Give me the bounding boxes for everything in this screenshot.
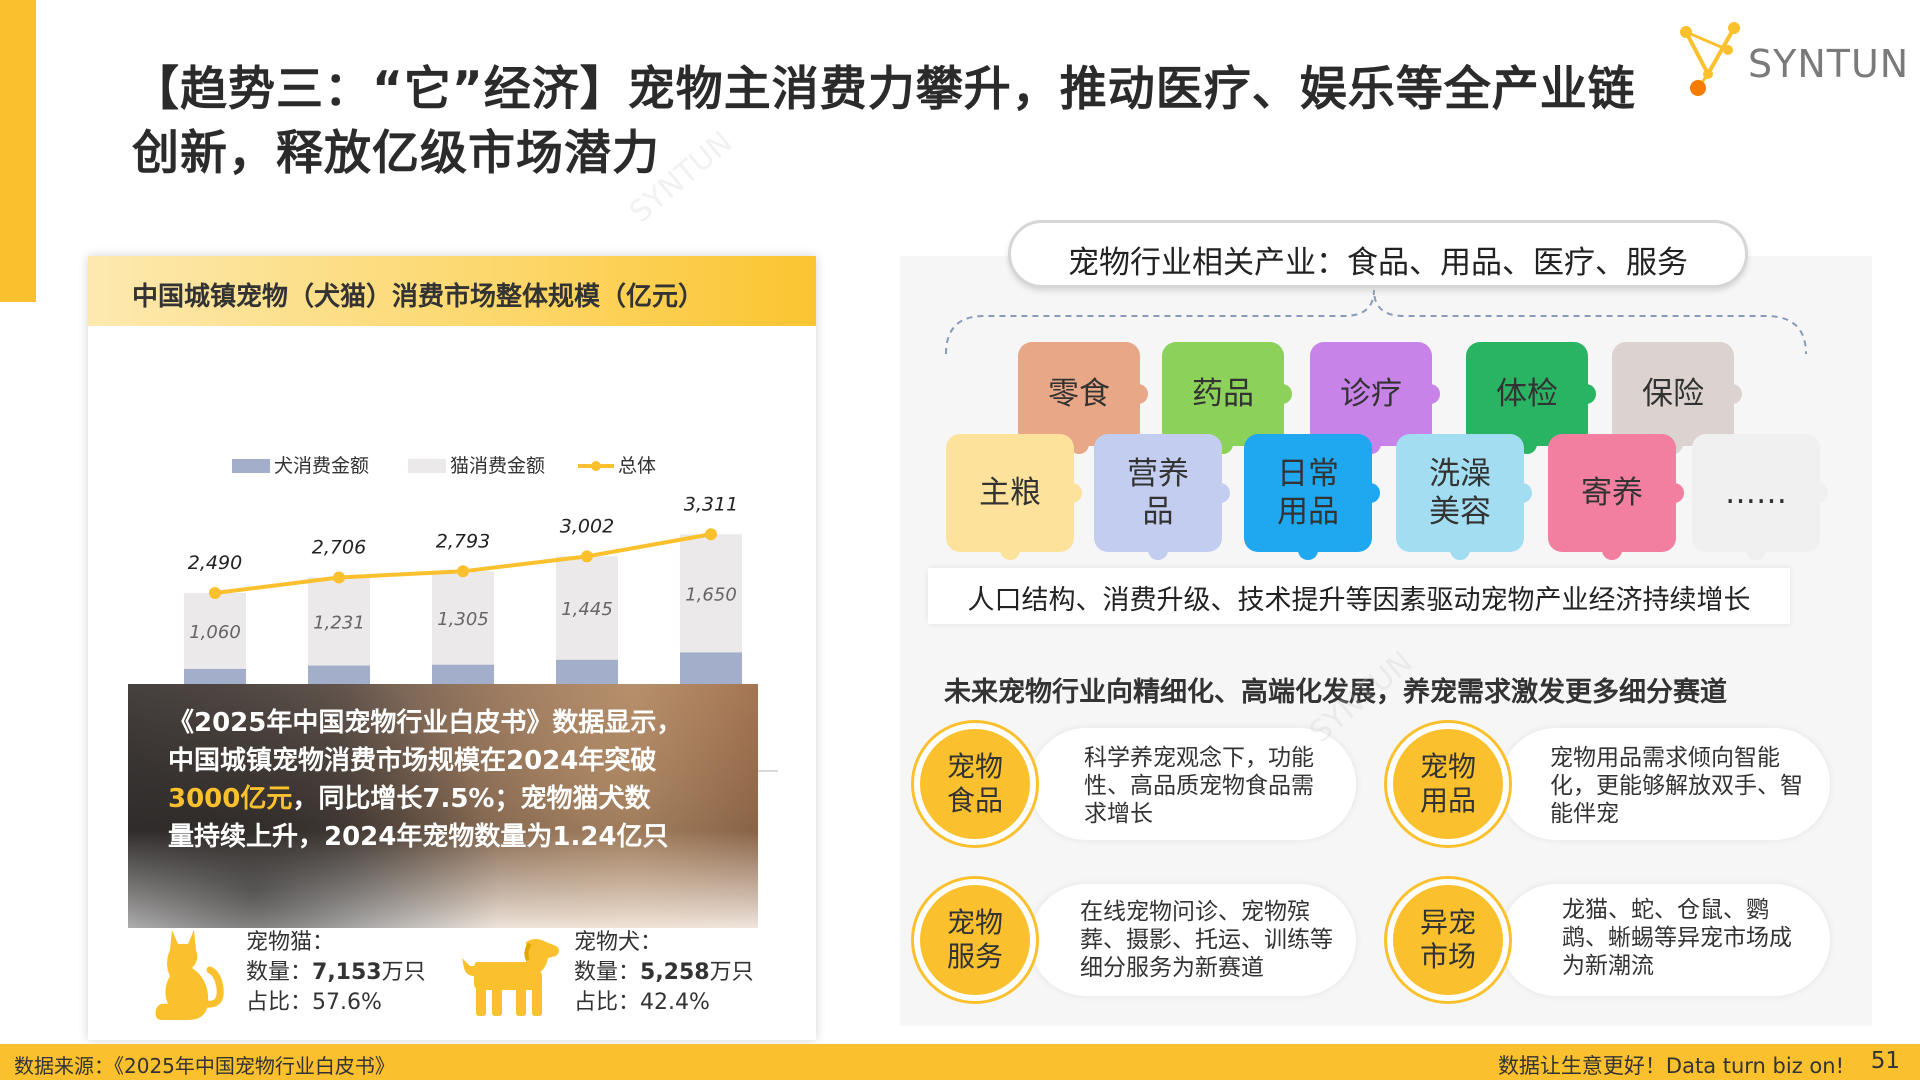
segment-card: [1500, 884, 1830, 996]
pet-photo-box: 《2025年中国宠物行业白皮书》数据显示， 中国城镇宠物消费市场规模在2024年…: [128, 684, 758, 928]
bar-cat: [680, 534, 742, 653]
total-point: [581, 550, 593, 563]
footer-slogan: 数据让生意更好！Data turn biz on!: [1497, 1054, 1844, 1078]
segment-desc: 宠物用品需求倾向智能化，更能够解放双手、智能伴宠: [1550, 745, 1803, 827]
industry-tile: 药品: [1162, 342, 1292, 454]
bar-label-cat: 1,060: [189, 622, 241, 643]
dashed-brace: [945, 289, 1807, 355]
logo-text: SYNTUN: [1748, 42, 1910, 86]
industry-tile: ……: [1692, 434, 1828, 560]
total-point: [333, 571, 345, 584]
cat-share: 57.6%: [312, 990, 382, 1015]
total-point: [209, 586, 221, 599]
market-size-panel: 中国城镇宠物（犬猫）消费市场整体规模（亿元） 犬消费金额猫消费金额总体1,430…: [88, 256, 816, 1040]
bar-label-cat: 1,305: [437, 609, 489, 630]
dog-share: 42.4%: [640, 990, 710, 1015]
bar-cat: [184, 592, 246, 669]
photo-caption: 《2025年中国宠物行业白皮书》数据显示， 中国城镇宠物消费市场规模在2024年…: [168, 704, 728, 856]
data-source: 数据来源：《2025年中国宠物行业白皮书》: [14, 1054, 395, 1078]
segment-card: [1030, 728, 1356, 840]
bar-cat: [308, 577, 370, 666]
trend-text: 未来宠物行业向精细化、高端化发展，养宠需求激发更多细分赛道: [944, 677, 1727, 708]
industry-pill: 宠物行业相关产业：食品、用品、医疗、服务: [1008, 220, 1748, 288]
legend-swatch: [408, 459, 446, 473]
legend-label: 犬消费金额: [274, 455, 369, 477]
footer: 数据来源：《2025年中国宠物行业白皮书》 数据让生意更好！Data turn …: [0, 1044, 1920, 1080]
dog-count: 5,258: [640, 960, 710, 985]
pet-stats: 宠物猫： 数量：7,153万只 占比：57.6% 宠物犬： 数量：5,258万只…: [128, 916, 758, 1036]
total-point: [457, 565, 469, 578]
accent-bar: [0, 0, 36, 302]
total-label: 2,793: [436, 530, 490, 552]
driver-text: 人口结构、消费升级、技术提升等因素驱动宠物产业经济持续增长: [967, 585, 1751, 616]
industry-tile: 体检: [1466, 342, 1596, 454]
total-point: [705, 528, 717, 541]
photo-caption-line4: 量持续上升，2024年宠物数量为1.24亿只: [168, 822, 669, 852]
legend-label: 总体: [618, 455, 656, 477]
bar-label-cat: 1,445: [561, 599, 613, 620]
industry-tile: 寄养: [1548, 434, 1684, 560]
segment-card: [1030, 884, 1356, 996]
industry-tile: 日常用品: [1244, 434, 1380, 560]
total-label: 2,706: [312, 537, 366, 559]
bar-label-cat: 1,231: [313, 613, 365, 634]
segment-card: [1500, 728, 1830, 840]
segment-circle: 异宠市场: [1393, 885, 1503, 995]
segment-desc: 科学养宠观念下，功能性、高品质宠物食品需求增长: [1084, 745, 1314, 827]
cat-icon: [155, 930, 224, 1020]
segment-circle: 宠物服务: [920, 885, 1030, 995]
cat-count: 7,153: [312, 960, 382, 985]
legend-swatch: [591, 461, 601, 471]
legend-swatch: [232, 459, 270, 473]
industry-tile: 保险: [1612, 342, 1742, 454]
bar-label-cat: 1,650: [685, 584, 737, 605]
total-label: 3,002: [560, 515, 614, 537]
industry-tile: 零食: [1018, 342, 1148, 454]
driver-box: 人口结构、消费升级、技术提升等因素驱动宠物产业经济持续增长: [928, 568, 1790, 624]
legend-label: 猫消费金额: [450, 455, 545, 477]
bar-cat: [556, 556, 618, 660]
industry-tile: 营养品: [1094, 434, 1230, 560]
segment-circle: 宠物食品: [920, 729, 1030, 839]
page-number: 51: [1870, 1048, 1900, 1074]
cat-stats: 宠物猫： 数量：7,153万只 占比：57.6%: [246, 930, 426, 1015]
cat-label: 宠物猫：: [246, 930, 335, 955]
segment-desc: 龙猫、蛇、仓鼠、鹦鹉、蜥蜴等异宠市场成为新潮流: [1562, 897, 1792, 979]
photo-caption-line1: 《2025年中国宠物行业白皮书》数据显示，: [168, 708, 683, 738]
industry-tile: 洗澡美容: [1396, 434, 1532, 560]
dog-icon: [462, 939, 559, 1016]
bar-cat: [432, 571, 494, 665]
industry-tile: 主粮: [946, 434, 1082, 560]
dog-stats: 宠物犬： 数量：5,258万只 占比：42.4%: [574, 930, 754, 1015]
network-icon: [1680, 22, 1740, 96]
photo-caption-line2: 中国城镇宠物消费市场规模在2024年突破: [168, 746, 657, 776]
industry-tile: 诊疗: [1310, 342, 1440, 454]
logo: SYNTUN: [1668, 16, 1908, 106]
page-title: 【趋势三：“它”经济】宠物主消费力攀升，推动医疗、娱乐等全产业链创新，释放亿级市…: [132, 62, 1636, 181]
dog-label: 宠物犬：: [574, 930, 663, 955]
panel-header: 中国城镇宠物（犬猫）消费市场整体规模（亿元）: [88, 256, 816, 326]
total-label: 3,311: [684, 493, 738, 515]
panel-header-title: 中国城镇宠物（犬猫）消费市场整体规模（亿元）: [132, 282, 705, 312]
photo-caption-highlight: 3000亿元: [168, 784, 293, 814]
industry-pill-text: 宠物行业相关产业：食品、用品、医疗、服务: [1068, 245, 1688, 281]
segment-desc: 在线宠物问诊、宠物殡葬、摄影、托运、训练等细分服务为新赛道: [1080, 899, 1333, 981]
total-label: 2,490: [188, 552, 242, 574]
segment-circle: 宠物用品: [1393, 729, 1503, 839]
photo-caption-line3: ，同比增长7.5%；宠物猫犬数: [292, 784, 651, 814]
